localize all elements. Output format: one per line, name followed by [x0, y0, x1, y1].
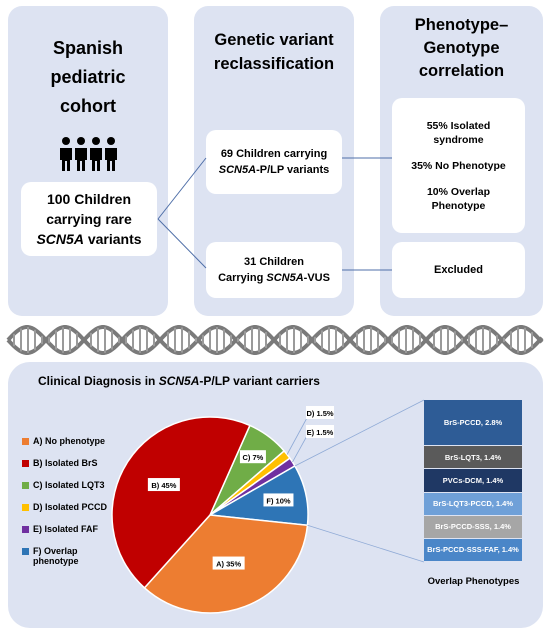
reclass-panel: Genetic variant reclassification 69 Chil… — [194, 6, 354, 316]
clinical-title-prefix: Clinical Diagnosis in — [38, 374, 159, 388]
legend-item-d: D) Isolated PCCD — [22, 502, 107, 512]
clinical-panel: Clinical Diagnosis in SCN5A-P/LP variant… — [8, 362, 543, 628]
cohort-box-suffix: variants — [83, 231, 142, 247]
stat-no-phenotype: 35% No Phenotype — [411, 159, 506, 172]
pie-label-a: A) 35% — [212, 556, 245, 570]
overlap-segment-label: BrS-LQT3-PCCD, 1.4% — [432, 499, 513, 509]
legend-item-e: E) Isolated FAF — [22, 524, 98, 534]
stat-isolated-line-1: 55% Isolated — [426, 119, 491, 132]
legend-label-a: A) No phenotype — [33, 436, 105, 446]
flow-connectors — [157, 157, 392, 271]
svg-text:C) 7%: C) 7% — [243, 453, 264, 462]
svg-text:A) 35%: A) 35% — [216, 560, 241, 569]
stat-overlap-line-1: 10% Overlap — [426, 185, 491, 198]
overlap-segment: BrS-PCCD-SSS-FAF, 1.4% — [424, 538, 522, 561]
cohort-box-line-3: SCN5A variants — [36, 229, 141, 249]
stat-overlap-line-2: Phenotype — [431, 199, 486, 212]
legend-item-c: C) Isolated LQT3 — [22, 480, 105, 490]
pie-label-c: C) 7% — [239, 450, 266, 464]
vus-gene: SCN5A — [266, 272, 304, 284]
pie-label-e: E) 1.5% — [306, 425, 334, 438]
children-group-icon — [60, 137, 117, 171]
cohort-box-line-2: carrying rare — [46, 211, 132, 227]
legend-label-c: C) Isolated LQT3 — [33, 480, 105, 490]
overlap-segment: PVCs-DCM, 1.4% — [424, 469, 522, 492]
legend-item-f: F) Overlap phenotype — [22, 546, 104, 566]
plp-box: 69 Children carrying SCN5A-P/LP variants — [206, 130, 342, 194]
legend-item-b: B) Isolated BrS — [22, 458, 98, 468]
cohort-title: Spanish pediatric cohort — [8, 34, 168, 121]
legend-item-a: A) No phenotype — [22, 436, 105, 446]
correlation-title-line-3: correlation — [418, 62, 505, 80]
vus-box: 31 Children Carrying SCN5A-VUS — [206, 242, 342, 298]
cohort-gene: SCN5A — [36, 231, 84, 247]
overlap-segment-label: BrS-LQT3, 1.4% — [444, 452, 502, 462]
cohort-box-line-1: 100 Children — [46, 191, 132, 207]
overlap-connector — [294, 399, 425, 563]
clinical-title-gene: SCN5A — [158, 374, 200, 388]
svg-text:D) 1.5%: D) 1.5% — [306, 409, 333, 418]
cohort-title-line-2: pediatric — [50, 67, 126, 87]
dna-helix-icon — [6, 325, 544, 355]
cohort-title-line-3: cohort — [60, 96, 116, 116]
plp-box-line-2: SCN5A-P/LP variants — [219, 162, 329, 178]
excluded-box: Excluded — [392, 242, 525, 298]
overlap-segment: BrS-PCCD, 2.8% — [424, 400, 522, 446]
correlation-title-line-1: Phenotype– — [414, 16, 509, 34]
pie-slice-b — [111, 416, 251, 589]
overlap-segment-label: BrS-PCCD-SSS, 1.4% — [435, 522, 511, 532]
vus-box-line-1: 31 Children — [244, 256, 304, 268]
correlation-title: Phenotype– Genotype correlation — [380, 14, 543, 83]
cohort-panel: Spanish pediatric cohort 100 Children ca… — [8, 6, 168, 316]
pie-leader-lines — [286, 415, 309, 463]
overlap-segment-label: BrS-PCCD-SSS-FAF, 1.4% — [427, 545, 519, 555]
vus-box-line-2: Carrying SCN5A-VUS — [218, 270, 330, 286]
correlation-panel: Phenotype– Genotype correlation 55% Isol… — [380, 6, 543, 316]
pie-label-d: D) 1.5% — [306, 406, 334, 419]
plp-suffix: -P/LP variants — [256, 164, 330, 176]
vus-prefix: Carrying — [218, 272, 267, 284]
svg-text:B) 45%: B) 45% — [151, 481, 176, 490]
pie-label-f: F) 10% — [263, 493, 294, 507]
correlation-title-line-2: Genotype — [423, 39, 500, 57]
reclass-title: Genetic variant reclassification — [194, 28, 354, 76]
overlap-segment-label: BrS-PCCD, 2.8% — [443, 418, 503, 428]
svg-text:E) 1.5%: E) 1.5% — [307, 428, 334, 437]
clinical-title: Clinical Diagnosis in SCN5A-P/LP variant… — [38, 374, 320, 388]
overlap-segment: BrS-LQT3, 1.4% — [424, 446, 522, 469]
reclass-title-line-2: reclassification — [213, 55, 335, 73]
cohort-title-line-1: Spanish — [52, 38, 123, 58]
overlap-segment-label: PVCs-DCM, 1.4% — [442, 475, 504, 485]
pie-chart: B) 45% A) 35% C) 7% F) 10% D) 1.5% E) 1.5% — [111, 399, 425, 614]
overlap-title: Overlap Phenotypes — [427, 576, 520, 587]
excluded-label: Excluded — [434, 264, 483, 276]
clinical-title-suffix: -P/LP variant carriers — [199, 374, 320, 388]
overlap-segment: BrS-PCCD-SSS, 1.4% — [424, 515, 522, 538]
stat-isolated-line-2: syndrome — [433, 133, 484, 146]
legend-label-f: F) Overlap phenotype — [33, 546, 79, 566]
legend-label-b: B) Isolated BrS — [33, 458, 98, 468]
svg-text:F) 10%: F) 10% — [266, 496, 291, 505]
cohort-box: 100 Children carrying rare SCN5A variant… — [21, 182, 157, 256]
overlap-segment: BrS-LQT3-PCCD, 1.4% — [424, 492, 522, 515]
stats-box: 55% Isolated syndrome 35% No Phenotype 1… — [392, 98, 525, 233]
plp-box-line-1: 69 Children carrying — [220, 148, 328, 160]
reclass-title-line-1: Genetic variant — [214, 31, 334, 49]
overlap-stack: BrS-PCCD, 2.8% BrS-LQT3, 1.4% PVCs-DCM, 1.… — [424, 400, 522, 562]
legend-label-d: D) Isolated PCCD — [33, 502, 108, 512]
vus-suffix: -VUS — [303, 272, 330, 284]
legend-label-e: E) Isolated FAF — [33, 524, 99, 534]
plp-gene: SCN5A — [218, 164, 257, 176]
pie-label-b: B) 45% — [147, 478, 180, 492]
